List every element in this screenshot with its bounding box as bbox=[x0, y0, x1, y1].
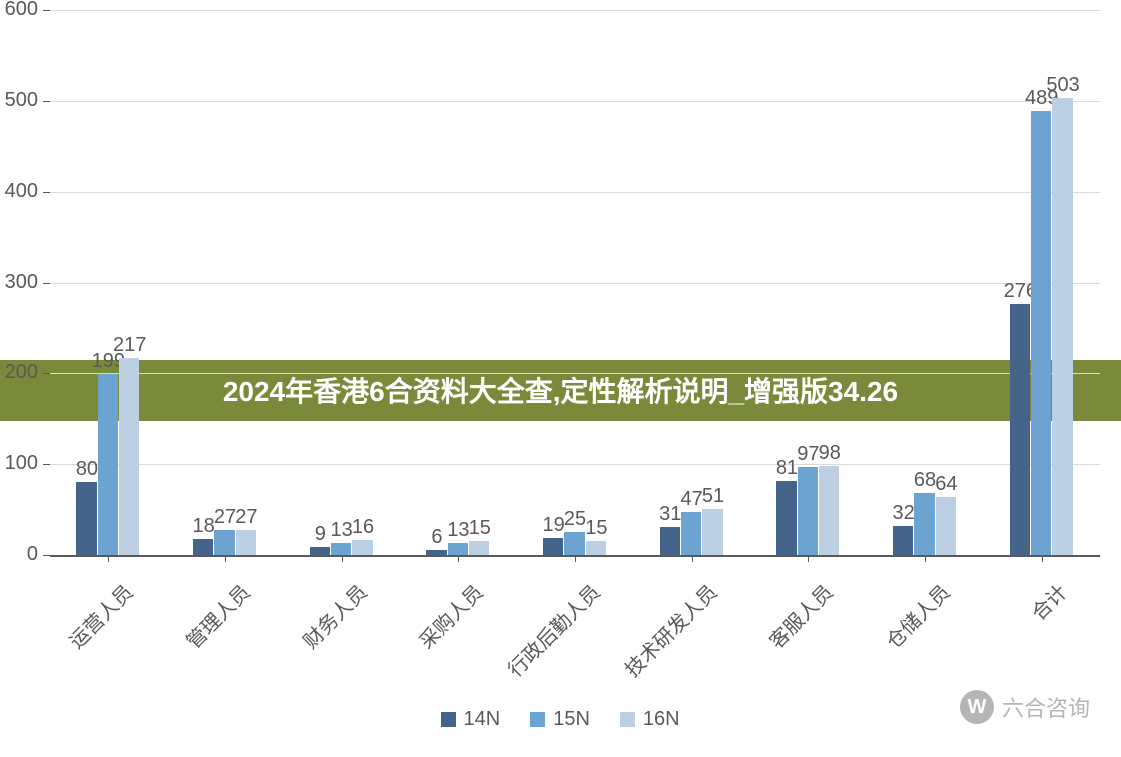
x-category-label: 合计 bbox=[946, 577, 1073, 704]
bar bbox=[214, 530, 234, 555]
x-category-label: 仓储人员 bbox=[829, 577, 956, 704]
bar bbox=[236, 530, 256, 555]
x-category-label: 管理人员 bbox=[129, 577, 256, 704]
legend-item: 14N bbox=[441, 708, 501, 731]
bar bbox=[352, 540, 372, 555]
y-gridline bbox=[50, 373, 1100, 374]
legend: 14N 15N 16N bbox=[441, 708, 680, 731]
bar bbox=[119, 358, 139, 555]
x-category-label: 技术研发人员 bbox=[596, 577, 723, 704]
y-axis-label: 200 bbox=[0, 361, 38, 384]
overlay-band: 2024年香港6合资料大全查,定性解析说明_增强版34.26 bbox=[0, 360, 1121, 421]
x-tick bbox=[342, 555, 343, 562]
bar-value-label: 217 bbox=[108, 334, 152, 357]
x-tick bbox=[575, 555, 576, 562]
y-axis-label: 400 bbox=[0, 180, 38, 203]
bar bbox=[1031, 111, 1051, 555]
x-tick bbox=[108, 555, 109, 562]
bar bbox=[98, 374, 118, 555]
legend-swatch bbox=[620, 712, 635, 727]
x-tick bbox=[458, 555, 459, 562]
x-category-label: 财务人员 bbox=[246, 577, 373, 704]
overlay-text: 2024年香港6合资料大全查,定性解析说明_增强版34.26 bbox=[223, 370, 898, 410]
y-tick bbox=[43, 192, 50, 193]
bar bbox=[1052, 98, 1072, 555]
bar bbox=[331, 543, 351, 555]
bar bbox=[543, 538, 563, 555]
y-tick bbox=[43, 464, 50, 465]
watermark-text: 六合咨询 bbox=[1002, 691, 1090, 723]
y-gridline bbox=[50, 283, 1100, 284]
bar bbox=[448, 543, 468, 555]
y-tick bbox=[43, 283, 50, 284]
bar bbox=[914, 493, 934, 555]
bar-value-label: 16 bbox=[341, 516, 385, 539]
bar-value-label: 64 bbox=[924, 473, 968, 496]
legend-label: 16N bbox=[643, 708, 680, 731]
y-gridline bbox=[50, 101, 1100, 102]
bar bbox=[586, 541, 606, 555]
bar bbox=[702, 509, 722, 555]
legend-label: 15N bbox=[553, 708, 590, 731]
legend-label: 14N bbox=[464, 708, 501, 731]
y-axis-label: 600 bbox=[0, 0, 38, 21]
bar bbox=[776, 481, 796, 555]
y-tick bbox=[43, 373, 50, 374]
y-gridline bbox=[50, 192, 1100, 193]
legend-item: 15N bbox=[530, 708, 590, 731]
y-tick bbox=[43, 101, 50, 102]
y-axis-label: 500 bbox=[0, 89, 38, 112]
chart-container: 2024年香港6合资料大全查,定性解析说明_增强版34.26 14N 15N 16N… bbox=[0, 0, 1121, 757]
bar bbox=[681, 512, 701, 555]
x-tick bbox=[808, 555, 809, 562]
y-tick bbox=[43, 10, 50, 11]
x-tick bbox=[692, 555, 693, 562]
bar bbox=[310, 547, 330, 555]
x-category-label: 运营人员 bbox=[12, 577, 139, 704]
x-category-label: 客服人员 bbox=[712, 577, 839, 704]
bar-value-label: 15 bbox=[574, 517, 618, 540]
watermark: W 六合咨询 bbox=[960, 690, 1090, 724]
y-tick bbox=[43, 555, 50, 556]
bar bbox=[426, 550, 446, 555]
bar bbox=[660, 527, 680, 555]
y-axis-label: 300 bbox=[0, 271, 38, 294]
bar-value-label: 27 bbox=[224, 506, 268, 529]
x-tick bbox=[225, 555, 226, 562]
bar-value-label: 98 bbox=[808, 442, 852, 465]
legend-swatch bbox=[441, 712, 456, 727]
x-tick bbox=[1042, 555, 1043, 562]
y-gridline bbox=[50, 464, 1100, 465]
y-axis-label: 100 bbox=[0, 452, 38, 475]
bar bbox=[798, 467, 818, 555]
legend-item: 16N bbox=[620, 708, 680, 731]
x-category-label: 采购人员 bbox=[362, 577, 489, 704]
bar bbox=[76, 482, 96, 555]
bar bbox=[893, 526, 913, 555]
bar-value-label: 503 bbox=[1041, 74, 1085, 97]
legend-swatch bbox=[530, 712, 545, 727]
bar bbox=[469, 541, 489, 555]
bar-value-label: 51 bbox=[691, 485, 735, 508]
x-tick bbox=[925, 555, 926, 562]
x-category-label: 行政后勤人员 bbox=[479, 577, 606, 704]
bar-value-label: 15 bbox=[458, 517, 502, 540]
bar bbox=[193, 539, 213, 555]
bar bbox=[936, 497, 956, 555]
y-gridline bbox=[50, 10, 1100, 11]
bar bbox=[1010, 304, 1030, 555]
y-axis-label: 0 bbox=[0, 543, 38, 566]
bar bbox=[819, 466, 839, 555]
